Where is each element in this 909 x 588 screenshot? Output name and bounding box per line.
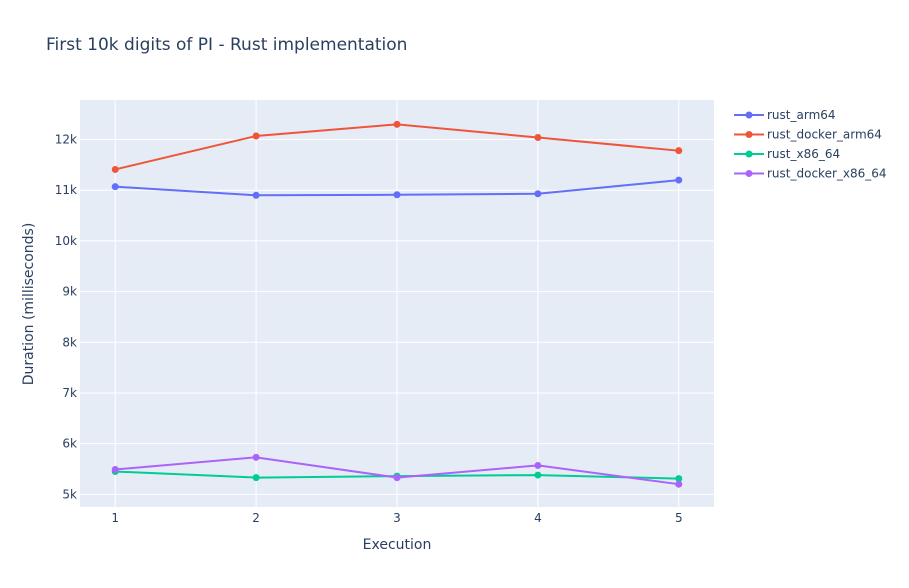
chart-title: First 10k digits of PI - Rust implementa… xyxy=(46,35,407,55)
legend-swatch-marker xyxy=(745,111,753,119)
data-point[interactable] xyxy=(393,120,401,128)
data-point[interactable] xyxy=(252,132,260,140)
data-point[interactable] xyxy=(675,480,683,488)
y-axis-title: Duration (milliseconds) xyxy=(21,223,37,386)
legend-label: rust_docker_x86_64 xyxy=(767,167,887,181)
x-axis-title: Execution xyxy=(363,537,432,553)
data-point[interactable] xyxy=(252,191,260,199)
y-tick-label: 5k xyxy=(62,487,77,501)
data-point[interactable] xyxy=(534,461,542,469)
y-tick-label: 7k xyxy=(62,386,77,400)
data-point[interactable] xyxy=(534,190,542,198)
y-tick-label: 8k xyxy=(62,335,77,349)
series-rust_docker_arm64 xyxy=(111,120,683,173)
legend-swatch-marker xyxy=(745,150,753,158)
legend-item-rust_docker_x86_64[interactable]: rust_docker_x86_64 xyxy=(734,167,887,181)
legend-label: rust_docker_arm64 xyxy=(767,128,882,142)
y-tick-label: 9k xyxy=(62,285,77,299)
y-tick-label: 12k xyxy=(55,133,77,147)
x-tick-label: 1 xyxy=(111,511,119,525)
data-point[interactable] xyxy=(393,191,401,199)
legend-label: rust_x86_64 xyxy=(767,147,840,161)
data-point[interactable] xyxy=(675,176,683,184)
x-tick-label: 5 xyxy=(675,511,683,525)
data-point[interactable] xyxy=(111,183,119,191)
x-axis-ticks: 1 2 3 4 5 xyxy=(111,511,682,525)
legend[interactable]: rust_arm64 rust_docker_arm64 rust_x86_64ru… xyxy=(734,108,887,181)
legend-item-rust_x86_64[interactable]: rust_x86_64 xyxy=(734,147,840,161)
x-tick-label: 3 xyxy=(393,511,401,525)
data-point[interactable] xyxy=(111,465,119,473)
data-point[interactable] xyxy=(675,147,683,155)
legend-item-rust_docker_arm64[interactable]: rust_docker_arm64 xyxy=(734,128,882,142)
x-tick-label: 2 xyxy=(252,511,260,525)
legend-swatch-marker xyxy=(745,131,753,138)
series-rust_docker_x86_64 xyxy=(111,453,683,488)
y-axis-ticks: 5k 6k 7k 8k 9k 10k 11k 12k xyxy=(55,133,77,502)
legend-swatch-marker xyxy=(745,170,753,177)
y-tick-label: 6k xyxy=(62,437,77,451)
data-point[interactable] xyxy=(111,165,119,173)
data-point[interactable] xyxy=(393,474,401,482)
data-point[interactable] xyxy=(252,474,260,482)
y-tick-label: 10k xyxy=(55,234,77,248)
series-rust_arm64 xyxy=(111,176,683,199)
y-tick-label: 11k xyxy=(55,183,77,197)
data-point[interactable] xyxy=(534,471,542,479)
series-group xyxy=(111,120,683,488)
data-point[interactable] xyxy=(675,475,683,483)
legend-label: rust_arm64 xyxy=(767,108,836,122)
legend-item-rust_arm64[interactable]: rust_arm64 xyxy=(734,108,836,122)
data-point[interactable] xyxy=(534,134,542,142)
x-tick-label: 4 xyxy=(534,511,542,525)
data-point[interactable] xyxy=(252,453,260,461)
